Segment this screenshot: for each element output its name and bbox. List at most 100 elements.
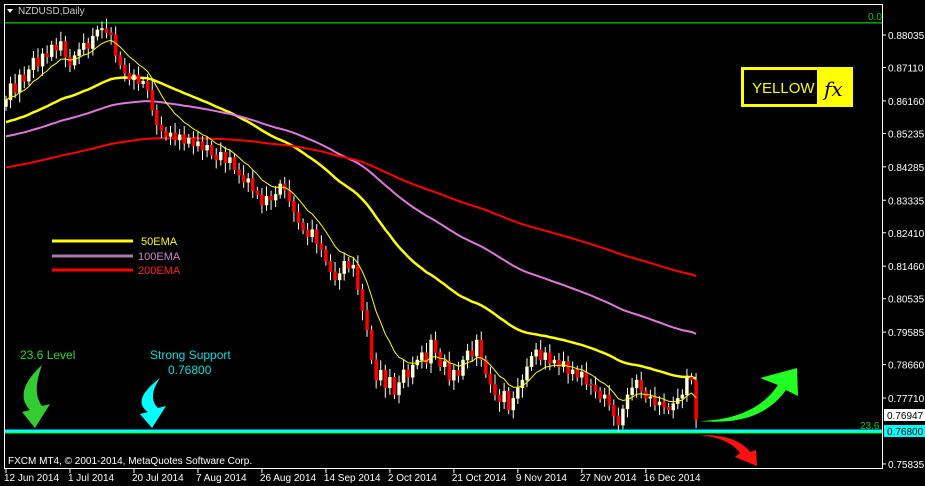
candle [342, 252, 346, 281]
candle [301, 218, 305, 235]
candle-body [580, 371, 584, 378]
candle-body [104, 28, 109, 33]
candle [474, 334, 479, 367]
candle-body [68, 57, 72, 66]
candle-body [456, 370, 461, 376]
candle-body [374, 359, 378, 381]
candle [424, 342, 429, 369]
candle-body [40, 53, 45, 67]
legend-200ema: 200EMA [138, 265, 181, 277]
candle [27, 65, 31, 86]
ema-line-50ema [5, 76, 697, 380]
candle [392, 373, 397, 400]
candle-body [214, 154, 218, 161]
candle [369, 325, 374, 364]
candle-body [13, 83, 17, 93]
y-tick-label: 0.86160 [888, 97, 925, 108]
candle-body [113, 34, 118, 56]
support-value: 0.76800 [168, 363, 212, 377]
candle-body [328, 261, 333, 273]
candle-body [123, 64, 127, 74]
level-label: 23.6 Level [20, 348, 75, 362]
candle-body [136, 74, 141, 84]
candle [196, 131, 200, 152]
candle-body [424, 352, 429, 364]
legend-100ema: 100EMA [138, 251, 181, 263]
candle [566, 355, 570, 384]
candle [241, 165, 246, 188]
candle [694, 373, 698, 429]
candle [315, 223, 319, 254]
candle [310, 219, 314, 243]
candle-body [378, 370, 383, 381]
y-tick-label: 0.77710 [888, 394, 925, 405]
candle [278, 179, 282, 199]
candle [173, 123, 177, 146]
candle [127, 63, 132, 86]
candle [561, 351, 566, 373]
candle-body [219, 152, 223, 161]
candle-body [420, 352, 424, 361]
chart-title: NZDUSD,Daily [18, 6, 85, 17]
candle-body [342, 261, 346, 274]
candle [461, 355, 465, 380]
candle-body [118, 55, 122, 66]
y-tick-label: 0.88035 [888, 31, 925, 42]
candle-body [251, 178, 255, 192]
candle [616, 407, 621, 433]
candle [13, 73, 17, 99]
candle [232, 153, 237, 175]
candle-body [534, 349, 538, 357]
candle-body [127, 72, 132, 81]
candle [214, 148, 218, 169]
candle [671, 396, 675, 419]
candle [397, 375, 401, 404]
candle [347, 257, 351, 273]
candle-body [333, 271, 337, 281]
candle [123, 58, 127, 82]
candle-body [91, 35, 95, 49]
candle [351, 258, 356, 277]
candle [538, 340, 543, 366]
candle-body [246, 178, 250, 183]
candle [497, 389, 502, 412]
candle-body [86, 43, 91, 49]
candle [260, 187, 264, 214]
candle [22, 66, 27, 89]
candle [401, 360, 406, 389]
curved-arrow-level-icon [22, 365, 50, 428]
candle-body [100, 28, 104, 31]
candle-body [479, 339, 484, 360]
candle-body [401, 369, 406, 383]
candle-body [177, 134, 182, 141]
candle-body [388, 377, 392, 389]
candle-body [616, 415, 621, 426]
logo-text-right: fx [822, 77, 843, 101]
candle [237, 162, 241, 184]
x-tick-label: 21 Oct 2014 [452, 473, 507, 484]
candle-body [685, 377, 689, 396]
candle-body [369, 329, 374, 360]
candle-body [155, 109, 159, 126]
candle-body [22, 74, 27, 82]
candle [433, 331, 438, 360]
candle [191, 131, 196, 155]
candle [374, 352, 378, 389]
candle-body [516, 387, 520, 399]
candle [118, 51, 122, 70]
candle-body [488, 373, 493, 385]
candle-body [470, 350, 474, 357]
candle [246, 173, 250, 192]
triangle-down-icon[interactable] [7, 9, 13, 13]
candle-body [566, 361, 570, 375]
candle-body [662, 401, 666, 408]
candle [328, 254, 333, 281]
candle [40, 48, 45, 76]
x-tick-label: 1 Jul 2014 [68, 473, 115, 484]
x-tick-label: 20 Jul 2014 [132, 473, 184, 484]
candle [219, 142, 223, 166]
candle-body [502, 391, 506, 403]
candle-body [429, 339, 433, 364]
candle [516, 377, 520, 405]
